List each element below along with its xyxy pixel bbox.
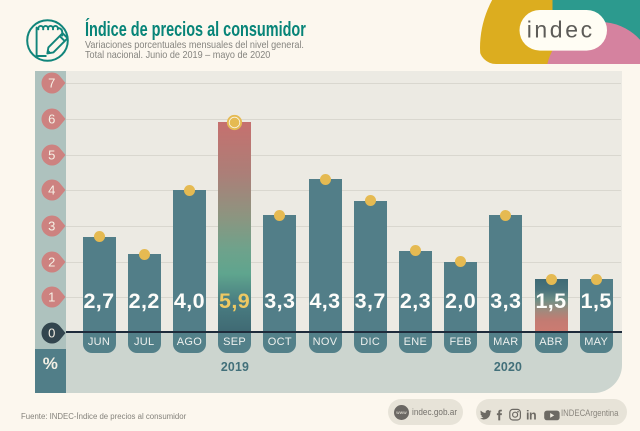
svg-text:1: 1 (48, 290, 55, 305)
svg-text:in: in (526, 408, 536, 421)
svg-text:6: 6 (48, 111, 55, 126)
svg-text:0: 0 (48, 326, 55, 341)
svg-text:5: 5 (48, 147, 55, 162)
svg-text:3: 3 (48, 218, 55, 233)
svg-text:7: 7 (48, 76, 55, 91)
svg-text:2: 2 (48, 254, 55, 269)
svg-text:indec: indec (527, 17, 595, 43)
svg-text:4: 4 (48, 183, 55, 198)
